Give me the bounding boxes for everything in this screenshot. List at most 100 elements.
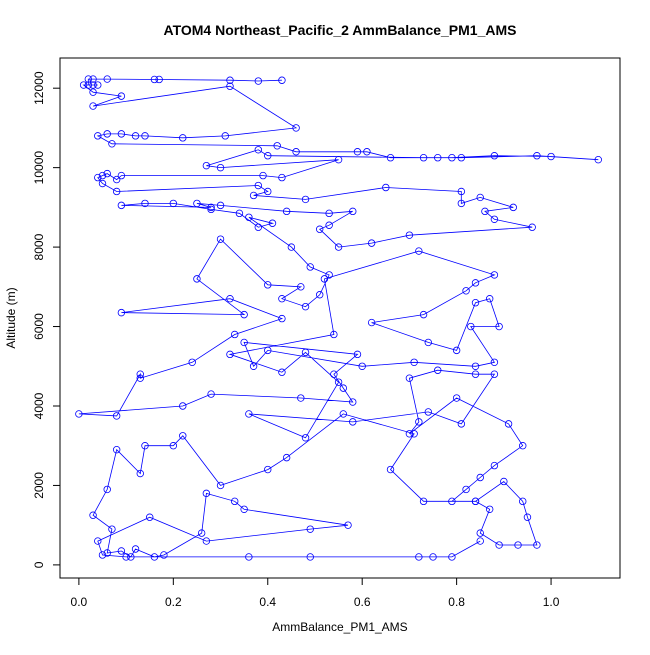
data-point	[405, 231, 414, 239]
data-point	[495, 541, 503, 549]
data-point	[297, 283, 305, 291]
data-point	[117, 130, 126, 138]
data-point	[306, 553, 314, 561]
y-tick-label: 2000	[32, 472, 46, 499]
data-point	[103, 130, 111, 138]
data-point	[471, 362, 480, 370]
data-point	[117, 92, 126, 100]
data-point	[136, 374, 144, 382]
data-point	[112, 187, 121, 196]
data-point	[89, 88, 97, 96]
data-point	[471, 497, 480, 506]
data-point	[98, 171, 107, 180]
data-point	[202, 161, 211, 170]
data-point	[259, 171, 267, 180]
data-point	[150, 553, 159, 561]
data-point	[349, 418, 357, 426]
data-point	[278, 76, 286, 84]
data-point	[528, 223, 536, 231]
data-point	[264, 281, 272, 289]
data-point	[193, 275, 201, 283]
data-point	[485, 295, 494, 303]
data-point	[141, 132, 149, 140]
data-point	[245, 213, 253, 221]
data-point	[240, 505, 248, 513]
data-point	[188, 358, 196, 366]
y-tick-label: 10000	[32, 151, 46, 185]
x-tick-label: 0.4	[259, 595, 276, 609]
data-point	[415, 247, 423, 255]
data-point	[358, 362, 366, 370]
data-point	[197, 529, 206, 537]
data-point	[410, 430, 418, 438]
data-line	[78, 78, 599, 558]
data-point	[301, 195, 310, 204]
data-point	[471, 370, 480, 378]
data-point	[131, 545, 140, 553]
data-point	[216, 163, 225, 172]
data-point	[476, 537, 484, 545]
data-point	[117, 308, 126, 317]
data-point	[363, 148, 371, 156]
data-point	[405, 430, 414, 438]
data-point	[264, 187, 272, 196]
data-point	[287, 243, 296, 251]
data-point	[216, 235, 225, 243]
data-point	[202, 537, 211, 545]
data-point	[448, 553, 456, 561]
data-point	[207, 390, 215, 398]
data-point	[490, 271, 499, 279]
data-point	[179, 402, 187, 410]
data-point	[282, 207, 291, 216]
data-point	[448, 497, 456, 506]
data-point	[89, 102, 97, 110]
data-point	[179, 134, 187, 142]
data-point	[155, 75, 163, 84]
data-point	[424, 408, 432, 416]
data-point	[84, 81, 93, 89]
data-point	[452, 394, 461, 402]
data-point	[89, 511, 97, 519]
data-point	[519, 442, 527, 450]
data-point	[221, 132, 229, 140]
data-point	[410, 358, 418, 366]
data-point	[594, 155, 602, 164]
data-point	[415, 418, 423, 426]
data-point	[419, 497, 428, 506]
data-point	[207, 205, 215, 214]
data-point	[547, 152, 555, 161]
data-point	[240, 310, 248, 319]
data-point	[448, 154, 456, 162]
data-point	[103, 75, 111, 83]
data-point	[207, 203, 215, 212]
data-point	[254, 223, 263, 231]
data-point	[235, 209, 244, 218]
data-point	[462, 287, 470, 295]
data-point	[98, 551, 107, 559]
data-point	[249, 362, 258, 370]
data-point	[231, 330, 239, 339]
data-point	[278, 314, 286, 323]
data-point	[533, 152, 541, 160]
data-point	[169, 199, 178, 208]
data-point	[490, 370, 499, 378]
data-point	[339, 410, 348, 418]
data-point	[108, 525, 116, 533]
data-point	[249, 191, 258, 200]
data-point	[268, 219, 277, 227]
data-point	[301, 434, 310, 442]
data-point	[216, 481, 225, 490]
data-point	[278, 173, 286, 182]
data-point	[94, 132, 102, 140]
data-point	[349, 207, 357, 216]
data-point	[226, 350, 234, 359]
data-point	[334, 155, 343, 164]
data-point	[457, 420, 466, 428]
data-point	[306, 263, 314, 271]
data-point	[79, 81, 88, 89]
data-point	[254, 181, 263, 190]
data-point	[382, 183, 390, 192]
data-point	[353, 350, 362, 359]
data-point	[490, 152, 499, 160]
data-point	[415, 553, 423, 561]
